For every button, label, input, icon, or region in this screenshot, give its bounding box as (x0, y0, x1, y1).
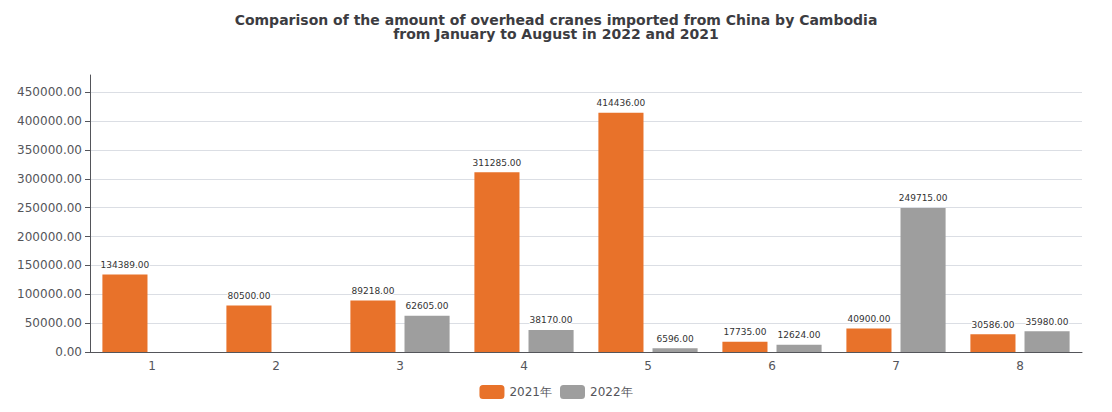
svg-text:40900.00: 40900.00 (847, 314, 890, 324)
svg-text:89218.00: 89218.00 (351, 286, 394, 296)
svg-text:150000.00: 150000.00 (17, 258, 82, 272)
svg-text:400000.00: 400000.00 (17, 114, 82, 128)
svg-text:2022年: 2022年 (590, 385, 633, 399)
svg-text:8: 8 (1016, 359, 1024, 373)
svg-text:6: 6 (768, 359, 776, 373)
svg-text:4: 4 (520, 359, 528, 373)
svg-text:30586.00: 30586.00 (971, 320, 1014, 330)
svg-text:5: 5 (644, 359, 652, 373)
svg-text:35980.00: 35980.00 (1026, 317, 1069, 327)
svg-text:200000.00: 200000.00 (17, 230, 82, 244)
svg-text:38170.00: 38170.00 (530, 315, 573, 325)
svg-text:62605.00: 62605.00 (406, 301, 449, 311)
svg-text:17735.00: 17735.00 (723, 327, 766, 337)
svg-text:Comparison of the amount of ov: Comparison of the amount of overhead cra… (234, 12, 878, 28)
svg-text:12624.00: 12624.00 (778, 330, 821, 340)
svg-text:350000.00: 350000.00 (17, 143, 82, 157)
svg-text:134389.00: 134389.00 (101, 260, 150, 270)
svg-text:2021年: 2021年 (509, 385, 552, 399)
svg-text:249715.00: 249715.00 (899, 193, 948, 203)
svg-text:from January to August in 2022: from January to August in 2022 and 2021 (393, 26, 719, 42)
svg-text:300000.00: 300000.00 (17, 172, 82, 186)
svg-text:50000.00: 50000.00 (25, 316, 82, 330)
svg-text:80500.00: 80500.00 (227, 291, 270, 301)
svg-text:6596.00: 6596.00 (656, 334, 693, 344)
svg-text:311285.00: 311285.00 (473, 158, 522, 168)
svg-text:2: 2 (272, 359, 280, 373)
svg-text:0.00: 0.00 (55, 345, 82, 359)
svg-text:1: 1 (148, 359, 156, 373)
svg-text:100000.00: 100000.00 (17, 287, 82, 301)
svg-text:414436.00: 414436.00 (597, 98, 646, 108)
svg-text:7: 7 (892, 359, 900, 373)
svg-text:450000.00: 450000.00 (17, 85, 82, 99)
svg-text:250000.00: 250000.00 (17, 201, 82, 215)
svg-text:3: 3 (396, 359, 404, 373)
